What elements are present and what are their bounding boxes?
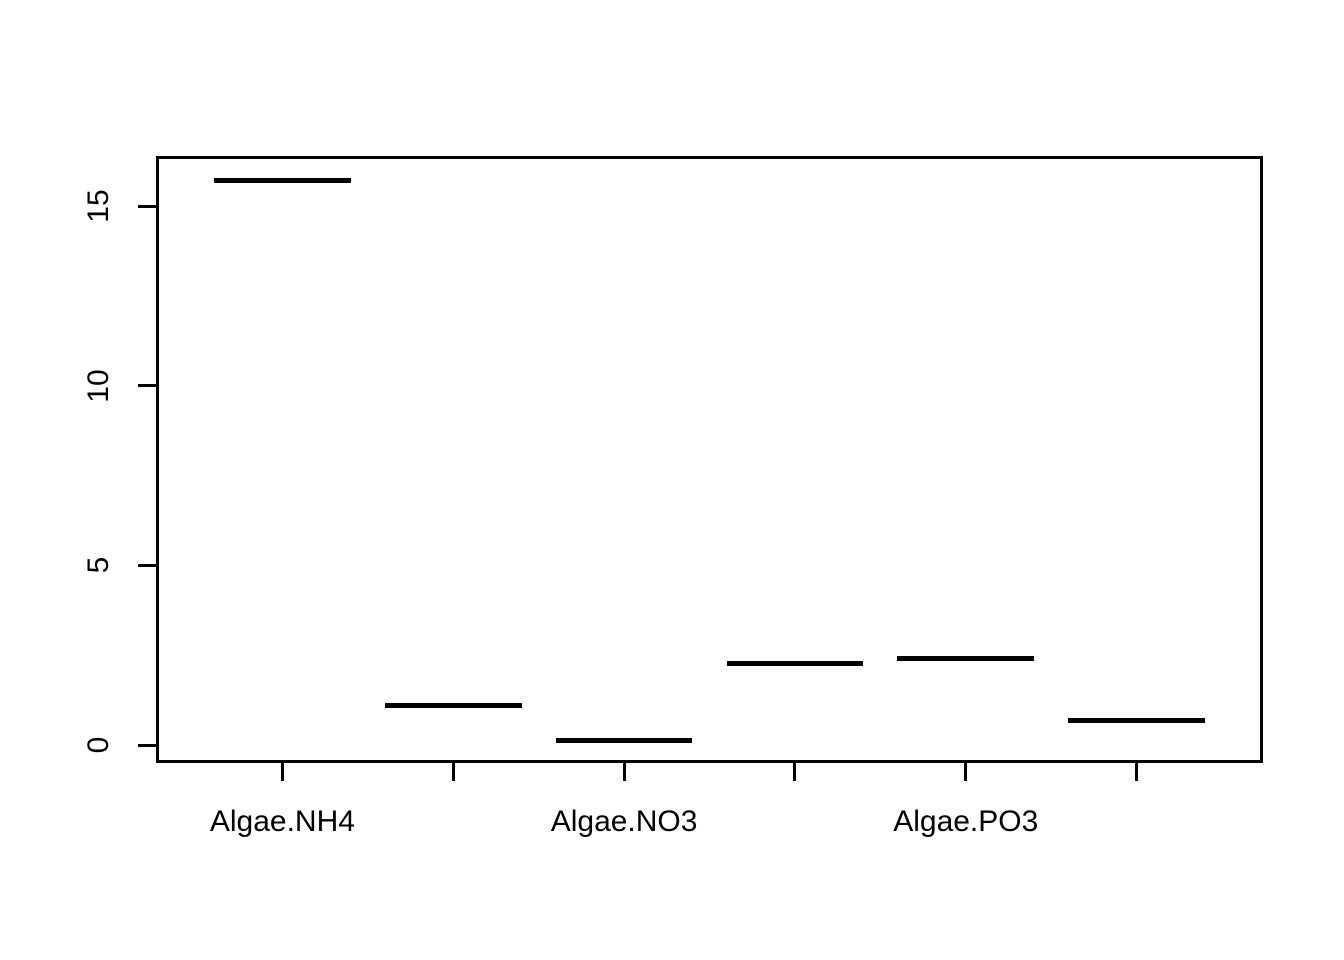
median-bar <box>897 655 1035 661</box>
median-bar <box>555 737 693 743</box>
x-axis-category-label: Algae.NH4 <box>209 805 355 838</box>
x-axis-tick <box>1135 763 1139 781</box>
x-axis-tick <box>964 763 968 781</box>
median-bar <box>726 660 864 666</box>
x-axis-category-label: Algae.PO3 <box>893 805 1039 838</box>
x-axis-tick <box>622 763 626 781</box>
y-axis-tick <box>138 384 156 388</box>
y-axis-tick-label: 5 <box>82 557 115 574</box>
y-axis-tick-label: 10 <box>82 369 115 403</box>
y-axis-tick <box>138 204 156 208</box>
plot-area <box>156 156 1263 763</box>
x-axis-tick <box>280 763 284 781</box>
y-axis-tick-label: 0 <box>82 736 115 754</box>
median-bar <box>1068 717 1205 723</box>
x-axis-category-label: Algae.NO3 <box>550 805 698 838</box>
y-axis-tick-label: 15 <box>82 189 115 223</box>
y-axis-tick <box>138 563 156 567</box>
x-axis-tick <box>451 763 455 781</box>
y-axis-tick <box>138 743 156 747</box>
median-bar <box>214 177 351 183</box>
median-bar <box>384 702 522 708</box>
x-axis-tick <box>793 763 797 781</box>
